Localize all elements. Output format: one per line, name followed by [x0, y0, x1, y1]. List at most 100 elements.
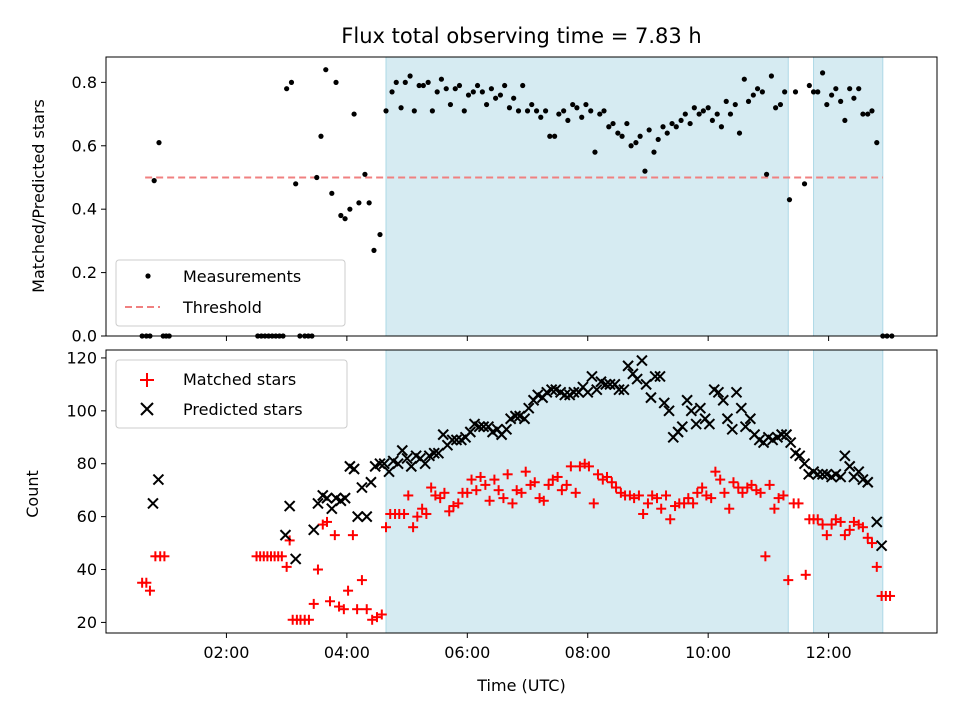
matched-star-point [885, 590, 896, 601]
predicted-star-point [591, 383, 603, 396]
measurement-point [792, 89, 799, 95]
measurement-point [447, 101, 454, 108]
predicted-star-point [690, 418, 702, 430]
measurement-point [479, 89, 485, 95]
measurement-point [425, 79, 431, 85]
matched-star-point [839, 530, 850, 541]
matched-star-point [857, 522, 868, 533]
matched-star-point [656, 503, 667, 514]
matched-star-point [462, 487, 473, 498]
measurement-point [786, 197, 793, 203]
measurement-point [759, 89, 765, 95]
matched-star-point [793, 498, 804, 509]
predicted-star-point [450, 434, 463, 446]
measurement-point [583, 101, 589, 108]
measurement-point [874, 140, 880, 146]
predicted-star-point [361, 510, 373, 523]
y-tick-label: 0.8 [72, 73, 97, 92]
top-x-ticks [225, 336, 830, 341]
matched-star-point [529, 477, 540, 488]
matched-star-point [281, 561, 292, 572]
x-tick-label: 02:00 [203, 643, 249, 662]
matched-star-point [606, 477, 617, 488]
measurement-point [533, 108, 540, 114]
matched-star-point [502, 469, 513, 480]
bottom-legend-box [115, 359, 348, 429]
matched-star-point [844, 524, 855, 535]
measurement-point [461, 108, 467, 114]
measurement-point [660, 124, 666, 130]
measurement-point [806, 82, 812, 89]
x-axis-label: Time (UTC) [476, 676, 565, 695]
measurement-point [842, 117, 848, 124]
matched-star-point [338, 604, 349, 615]
measurement-point [856, 86, 862, 92]
predicted-star-point [618, 383, 630, 396]
predicted-star-point [473, 420, 486, 433]
measurement-point [718, 124, 725, 130]
x-tick-label: 10:00 [685, 643, 731, 662]
matched-star-point [329, 530, 340, 541]
measurement-point [565, 117, 571, 124]
bottom-y-axis-label: Count [23, 470, 42, 518]
measurement-point [615, 130, 621, 136]
measurement-point [333, 79, 339, 85]
bottom-y-ticks: 20 40 60 80 100 120 [66, 348, 106, 632]
measurement-point [824, 101, 830, 108]
matched-star-point [871, 561, 882, 572]
measurement-point [456, 82, 463, 89]
matched-star-point [399, 508, 410, 519]
measurement-point [383, 108, 389, 114]
predicted-star-point [703, 418, 716, 430]
top-panel: 0.0 0.2 0.4 0.6 0.8 Flux total observing tim… [29, 24, 938, 346]
matched-star-point [412, 511, 423, 522]
matched-star-point [312, 564, 323, 575]
measurement-point [723, 98, 729, 104]
predicted-star-point [654, 370, 666, 383]
predicted-star-point [676, 420, 688, 433]
predicted-star-point [871, 516, 883, 528]
predicted-star-point [694, 402, 707, 414]
predicted-star-point [419, 458, 431, 470]
predicted-star-point [152, 473, 165, 486]
measurement-point [810, 89, 817, 95]
matched-star-point [724, 503, 735, 514]
shaded-interval-1 [385, 56, 789, 337]
matched-star-point [303, 614, 314, 625]
measurement-point [851, 95, 857, 101]
measurement-point [714, 111, 720, 117]
predicted-star-point [312, 497, 324, 510]
bottom-legend: Matched stars Predicted stars [115, 359, 348, 429]
predicted-star-point [717, 394, 729, 406]
measurement-point [727, 111, 734, 117]
predicted-star-point [352, 510, 364, 523]
matched-star-point [638, 508, 649, 519]
measurement-point [579, 114, 585, 120]
matched-star-point [760, 551, 771, 562]
measurement-point [520, 82, 526, 89]
predicted-star-point [308, 524, 320, 536]
measurement-point [371, 247, 377, 253]
matched-star-point [498, 493, 509, 504]
predicted-star-point [721, 413, 734, 425]
measurement-point [773, 105, 779, 111]
matched-star-point [141, 577, 152, 588]
matched-star-point [783, 575, 794, 586]
measurement-point [669, 120, 675, 127]
matched-star-point [159, 551, 170, 562]
measurement-point [700, 108, 706, 114]
matched-star-point [665, 514, 676, 525]
predicted-star-point [645, 391, 657, 404]
matched-star-point [453, 498, 464, 509]
measurement-point [438, 76, 445, 82]
matched-star-point [321, 516, 332, 527]
predicted-star-point [283, 500, 296, 512]
measurement-point [329, 190, 335, 196]
matched-star-point [435, 493, 446, 504]
matched-star-point [381, 522, 392, 533]
predicted-star-point [613, 383, 625, 396]
predicted-star-point [446, 434, 458, 446]
legend-measurements-marker [145, 273, 151, 279]
predicted-star-point [712, 386, 725, 399]
measurement-point [474, 82, 481, 89]
